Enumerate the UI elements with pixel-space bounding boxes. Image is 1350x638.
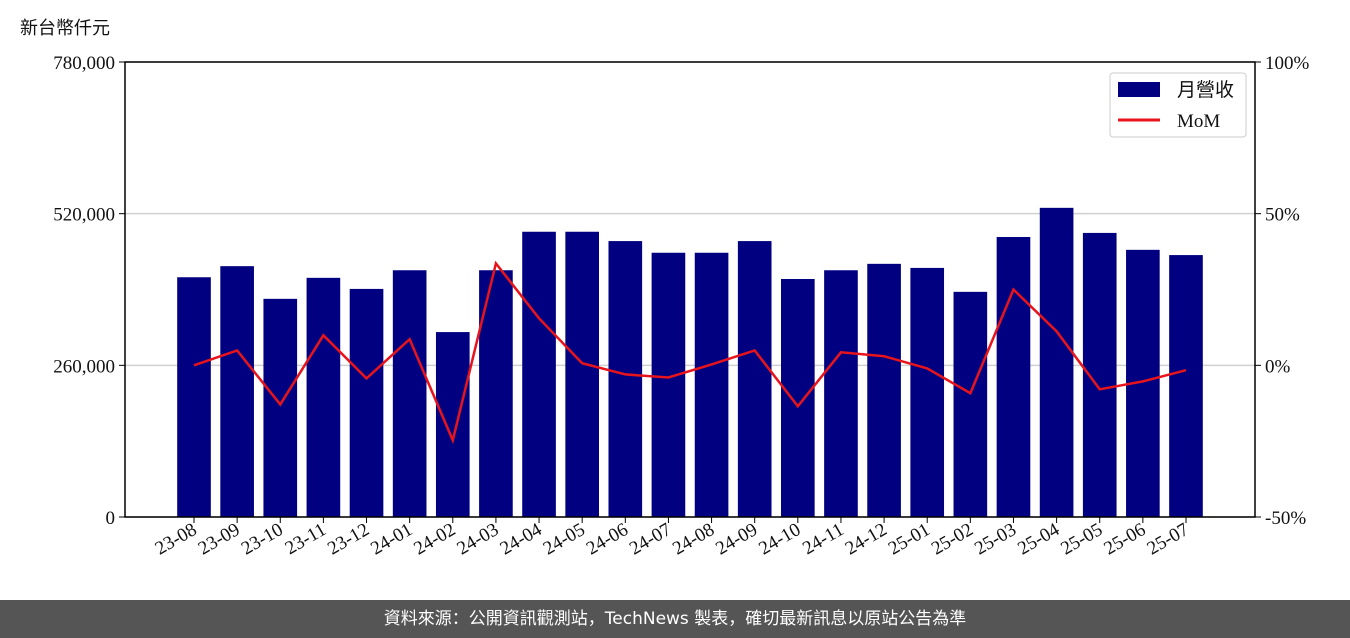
y2-tick-label: 50% [1265,205,1300,226]
x-tick-label: 24-10 [755,519,804,559]
bar [349,288,384,517]
y2-tick-label: 100% [1265,53,1310,74]
x-tick-label: 25-01 [885,519,934,559]
bar [435,332,470,517]
x-tick-label: 23-11 [282,519,330,559]
mom-line [193,260,1187,445]
plot-frame [124,61,1256,518]
chart: 新台幣仟元 0 260,000 520,000 780,000 -50% 0% 50% 100… [20,18,1310,560]
x-tick-label: 23-09 [195,519,244,559]
bar [306,277,341,517]
x-tick-label: 24-05 [540,519,589,559]
bar [263,298,298,517]
x-tick-label: 24-02 [410,519,459,559]
x-tick-label: 25-02 [928,519,977,559]
bar [392,270,427,517]
bar [694,252,729,517]
y2-tick-label: 0% [1265,356,1291,377]
y-tick-label: 0 [106,508,116,529]
x-tick-label: 23-10 [238,519,287,559]
x-tick-label: 25-05 [1057,519,1106,559]
bar [910,267,945,517]
bar [522,231,556,517]
x-tick-label: 23-12 [324,519,373,559]
x-tick-label: 25-03 [971,519,1020,559]
legend: 月營收 MoM [1109,72,1247,138]
bar [996,237,1031,517]
x-tick-label: 24-11 [799,519,847,559]
legend-label: MoM [1177,111,1220,132]
y-tick-label: 520,000 [53,205,115,226]
x-tick-label: 24-04 [497,519,546,560]
bar [781,279,815,517]
x-tick-label: 24-07 [626,519,675,559]
bar [608,241,643,518]
x-tick-label: 25-04 [1014,519,1063,560]
x-tick-label: 24-06 [583,519,632,559]
x-tick-label: 23-08 [152,519,201,559]
source-note: 資料來源：公開資訊觀測站，TechNews 製表，確切最新訊息以原站公告為準 [0,600,1350,638]
x-tick-label: 24-08 [669,519,718,559]
x-tick-label: 25-06 [1100,519,1149,559]
legend-label: 月營收 [1177,79,1234,101]
bar [824,270,858,517]
bar [867,263,901,517]
x-tick-label: 24-12 [842,519,891,559]
y2-tick-label: -50% [1265,508,1306,529]
bar [177,277,211,517]
bar [220,266,254,517]
x-tick-label: 24-09 [712,519,761,559]
bar [651,252,686,517]
bar [1039,207,1074,518]
x-tick-label: 25-07 [1144,519,1193,559]
y-tick-label: 780,000 [53,53,115,74]
legend-swatch [1118,82,1160,97]
bar [1169,255,1203,518]
bar [737,241,772,518]
y-tick-label: 260,000 [53,356,115,377]
y-axis-label: 新台幣仟元 [20,18,110,39]
x-tick-label: 24-03 [454,519,503,559]
bar [953,291,988,517]
x-tick-label: 24-01 [367,519,416,559]
bar [565,231,599,517]
